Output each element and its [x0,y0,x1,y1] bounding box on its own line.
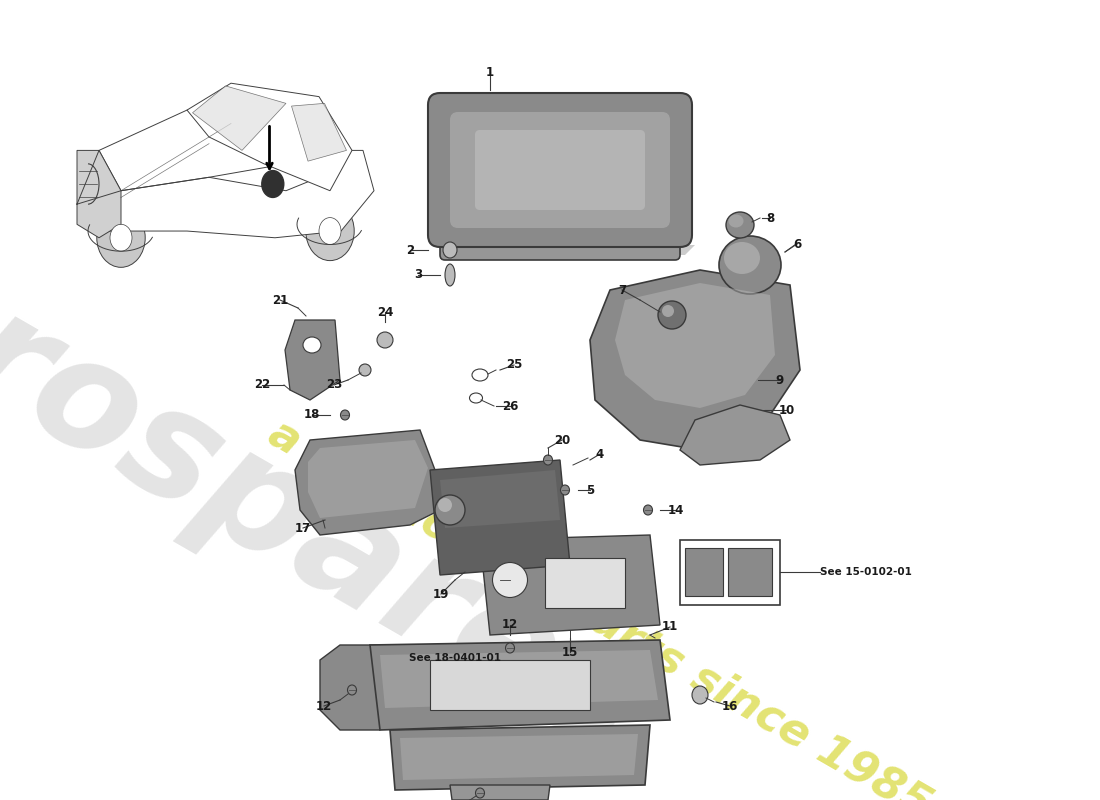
Text: 14: 14 [668,503,684,517]
Polygon shape [370,640,670,730]
Bar [544,558,625,608]
FancyBboxPatch shape [450,112,670,228]
Ellipse shape [561,485,570,495]
Text: 6: 6 [793,238,801,250]
Polygon shape [320,645,379,730]
FancyBboxPatch shape [428,93,692,247]
Text: 7: 7 [618,283,626,297]
FancyBboxPatch shape [440,225,680,260]
Polygon shape [446,245,695,255]
Text: 5: 5 [586,483,594,497]
Ellipse shape [543,455,552,465]
Text: 12: 12 [316,699,332,713]
Ellipse shape [475,788,484,798]
Polygon shape [615,283,776,408]
Circle shape [306,202,354,261]
Text: 17: 17 [295,522,311,534]
Ellipse shape [377,332,393,348]
Text: 12: 12 [502,618,518,631]
Text: See 15-0102-01: See 15-0102-01 [820,567,912,577]
Ellipse shape [472,369,488,381]
Text: 25: 25 [506,358,522,371]
Circle shape [97,208,145,267]
Ellipse shape [348,685,356,695]
Polygon shape [450,785,550,800]
Ellipse shape [359,364,371,376]
Ellipse shape [446,264,455,286]
Circle shape [262,170,284,198]
Ellipse shape [493,562,528,598]
Text: 20: 20 [554,434,570,446]
Ellipse shape [434,495,465,525]
Ellipse shape [662,305,674,317]
Ellipse shape [692,686,708,704]
Ellipse shape [719,236,781,294]
Text: 8: 8 [766,211,774,225]
Ellipse shape [726,212,754,238]
Polygon shape [480,535,660,635]
Ellipse shape [506,643,515,653]
Text: 15: 15 [562,646,579,658]
Text: 1: 1 [486,66,494,78]
Polygon shape [77,150,374,238]
Text: 16: 16 [722,699,738,713]
Polygon shape [295,430,440,535]
Text: 11: 11 [662,621,678,634]
Polygon shape [440,470,560,528]
Polygon shape [590,270,800,450]
Bar [685,548,723,596]
Polygon shape [285,320,340,400]
Bar [680,540,780,605]
Ellipse shape [724,242,760,274]
Bar [728,548,772,596]
Text: 23: 23 [326,378,342,391]
Text: 26: 26 [502,399,518,413]
Text: 9: 9 [776,374,784,386]
Ellipse shape [470,393,483,403]
Text: 22: 22 [254,378,271,391]
Ellipse shape [438,498,452,512]
Text: eurospares: eurospares [0,174,666,786]
Circle shape [319,218,341,245]
Polygon shape [187,83,352,190]
Ellipse shape [443,242,456,258]
Ellipse shape [728,214,744,227]
Text: 21: 21 [272,294,288,306]
Ellipse shape [644,505,652,515]
Text: 19: 19 [432,587,449,601]
Polygon shape [680,405,790,465]
Text: 10: 10 [779,403,795,417]
Polygon shape [390,725,650,790]
FancyBboxPatch shape [475,130,645,210]
Polygon shape [292,103,346,161]
Polygon shape [400,734,638,780]
Text: 18: 18 [304,409,320,422]
Bar [430,660,590,710]
Polygon shape [379,650,658,708]
Text: a passion for parts since 1985: a passion for parts since 1985 [262,412,938,800]
Polygon shape [77,150,121,238]
Polygon shape [430,460,570,575]
Text: 4: 4 [596,447,604,461]
Ellipse shape [658,301,686,329]
Polygon shape [308,440,428,518]
Circle shape [110,224,132,251]
Text: 3: 3 [414,269,422,282]
Text: 24: 24 [377,306,393,318]
Text: 2: 2 [406,243,414,257]
Text: See 18-0401-01: See 18-0401-01 [409,653,500,663]
Polygon shape [192,86,286,150]
Ellipse shape [302,337,321,353]
Ellipse shape [341,410,350,420]
